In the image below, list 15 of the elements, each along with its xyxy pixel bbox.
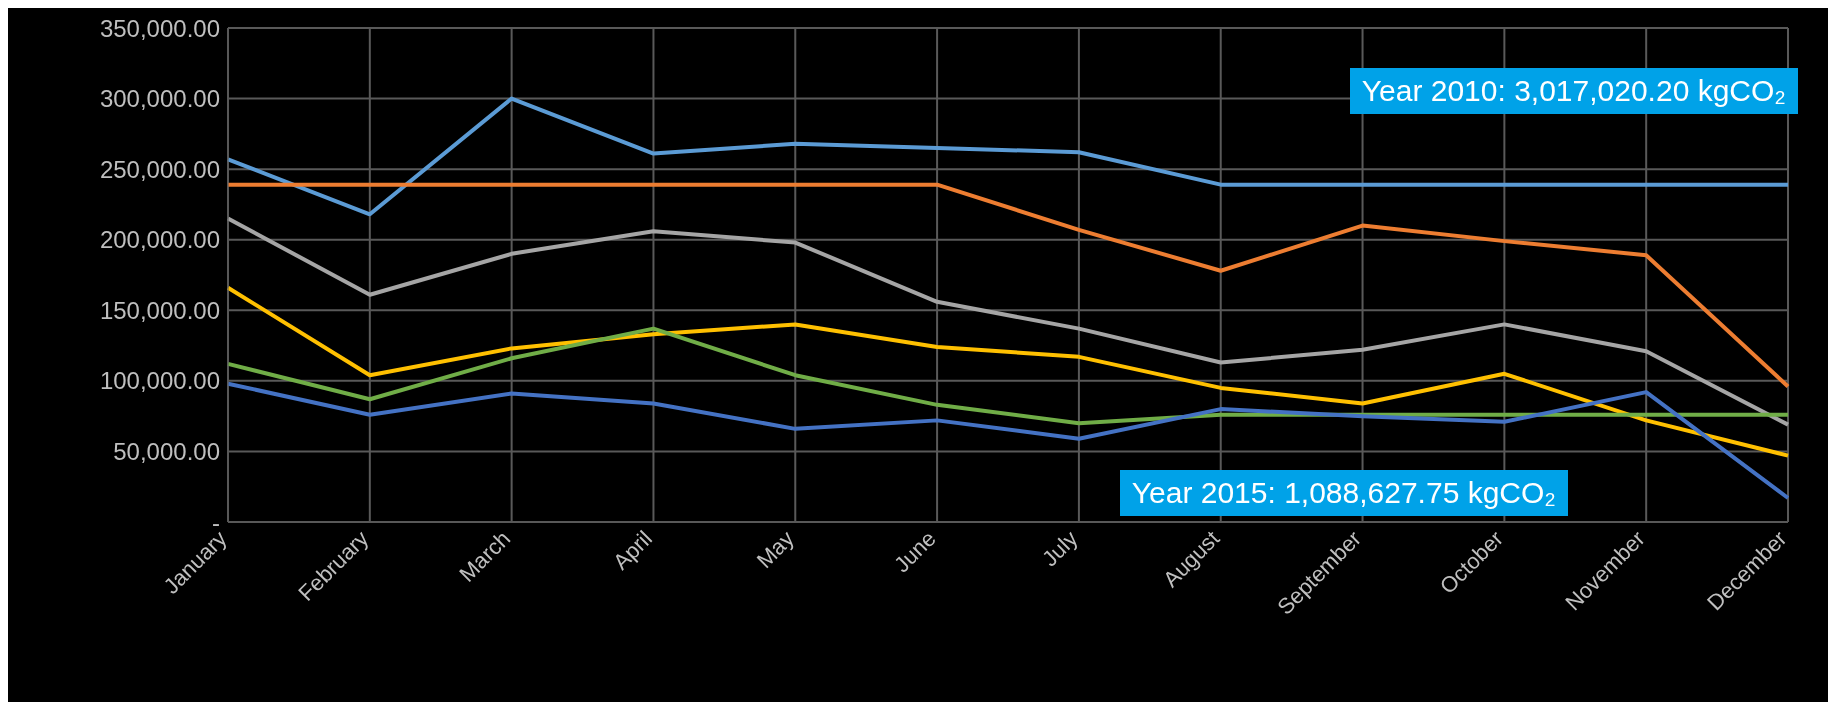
x-tick-label: May bbox=[751, 525, 799, 573]
y-tick-label: 200,000.00 bbox=[99, 226, 220, 254]
annotation: Year 2015: 1,088,627.75 kgCO₂ bbox=[1119, 470, 1568, 516]
y-tick-label: 100,000.00 bbox=[99, 367, 220, 395]
y-tick-label: 300,000.00 bbox=[99, 85, 220, 113]
line-series bbox=[226, 326, 1790, 426]
x-tick-label: July bbox=[1037, 525, 1083, 572]
line-series bbox=[226, 182, 1790, 389]
line-series bbox=[226, 285, 1790, 458]
annotation: Year 2010: 3,017,020.20 kgCO₂ bbox=[1349, 68, 1798, 114]
y-tick-label: 150,000.00 bbox=[99, 296, 220, 324]
line-series bbox=[226, 216, 1790, 427]
y-tick-label: 50,000.00 bbox=[113, 437, 220, 465]
y-tick-label: 350,000.00 bbox=[99, 14, 220, 42]
y-tick-label: 250,000.00 bbox=[99, 155, 220, 183]
